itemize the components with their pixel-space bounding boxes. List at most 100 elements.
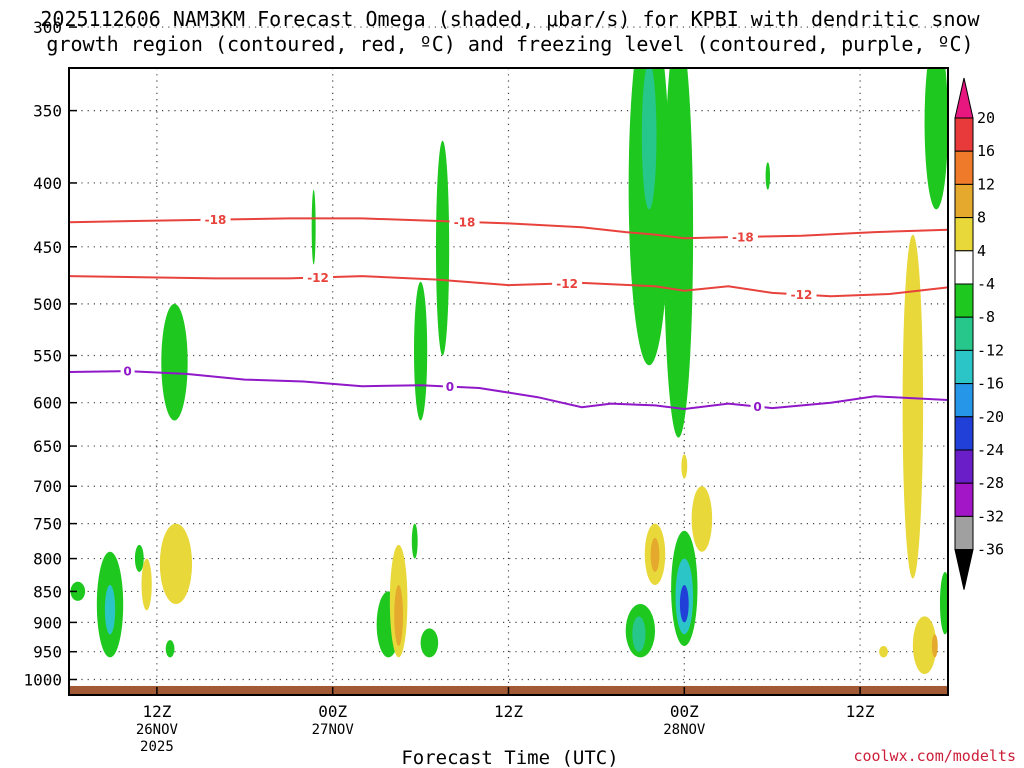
omega-region-33 [902, 234, 924, 579]
contour-label-bg--12-0 [303, 270, 334, 285]
y-tick-label-350: 350 [33, 102, 62, 121]
y-tick-label-300: 300 [33, 18, 62, 37]
omega-region-7 [663, 68, 694, 438]
colorbar-label-11: -28 [977, 474, 1004, 492]
chart-title-line-2: growth region (contoured, red, ºC) and f… [46, 32, 973, 56]
x-tick-label-18-0: 00Z [318, 702, 347, 721]
credit-link[interactable]: coolwx.com/modelts [853, 747, 1016, 765]
contour-label-0-2: 0 [753, 400, 761, 414]
omega-region-9 [765, 162, 771, 190]
omega-region-13 [134, 544, 144, 572]
colorbar-label-1: 16 [977, 142, 995, 160]
colorbar-segment-7 [954, 316, 974, 351]
y-tick-label-700: 700 [33, 477, 62, 496]
contour-label-bg--18-2 [727, 229, 758, 244]
colorbar-label-6: -8 [977, 308, 995, 326]
y-tick-label-900: 900 [33, 613, 62, 632]
contour-label-bg--18-0 [200, 212, 231, 227]
colorbar-segment-8 [954, 349, 974, 385]
y-tick-label-1000: 1000 [23, 671, 62, 690]
omega-region-1 [311, 189, 316, 265]
y-tick-label-850: 850 [33, 582, 62, 601]
omega-region-4 [414, 281, 428, 421]
colorbar-label-10: -24 [977, 441, 1004, 459]
colorbar-segment-3 [954, 183, 974, 219]
y-tick-label-400: 400 [33, 174, 62, 193]
x-tick-label-6-0: 12Z [142, 702, 171, 721]
omega-region-25 [159, 523, 193, 605]
y-tick-label-600: 600 [33, 394, 62, 413]
y-tick-label-800: 800 [33, 550, 62, 569]
contour-label-bg-0-1 [442, 379, 457, 394]
colorbar-label-4: 4 [977, 242, 986, 260]
omega-region-36 [879, 645, 888, 658]
y-tick-label-500: 500 [33, 295, 62, 314]
contour-label--18-1: -18 [454, 215, 476, 229]
y-tick-label-550: 550 [33, 347, 62, 366]
y-tick-label-750: 750 [33, 515, 62, 534]
colorbar-segment-12 [954, 482, 974, 517]
omega-region-6 [641, 68, 657, 210]
y-tick-label-450: 450 [33, 238, 62, 257]
omega-region-15 [165, 640, 175, 658]
colorbar-segment-5 [954, 250, 974, 285]
omega-region-14 [70, 581, 86, 601]
colorbar-segment-9 [954, 383, 974, 418]
x-tick-label-6-1: 26NOV [136, 722, 179, 738]
y-tick-label-950: 950 [33, 643, 62, 662]
x-tick-label-30-0: 12Z [494, 702, 523, 721]
contour-label--12-0: -12 [307, 271, 329, 285]
colorbar-label-13: -36 [977, 541, 1004, 559]
contour-label-bg-0-2 [750, 399, 765, 414]
contour-label-0-0: 0 [123, 365, 131, 379]
plot-gridlines [69, 26, 948, 695]
chart-title-line-1: 2025112606 NAM3KM Forecast Omega (shaded… [40, 7, 980, 31]
omega-region-18 [411, 523, 418, 559]
contour-line--18 [69, 217, 948, 240]
x-tick-label-42-1: 28NOV [663, 722, 706, 738]
x-tick-label-42-0: 00Z [670, 702, 699, 721]
omega-region-28 [394, 585, 404, 646]
colorbar-label-3: 8 [977, 209, 986, 227]
omega-region-35 [931, 634, 938, 658]
colorbar-segment-6 [954, 283, 974, 318]
x-tick-label-54-0: 12Z [846, 702, 875, 721]
contour-layer: -18 -18 -18 -12 -12 -12 0 0 0 [69, 212, 948, 414]
omega-region-23 [679, 585, 689, 623]
x-tick-label-6-2: 2025 [140, 739, 174, 755]
colorbar: 20 16 12 8 4 -4 -8 -12 -16 -20 -24 -28 -32 -36 [954, 77, 1004, 590]
y-tick-label-650: 650 [33, 437, 62, 456]
omega-region-17 [420, 628, 439, 658]
omega-region-32 [681, 454, 688, 479]
colorbar-label-8: -16 [977, 375, 1004, 393]
x-tick-label-18-1: 27NOV [312, 722, 355, 738]
colorbar-segment-2 [954, 150, 974, 185]
contour-label-0-1: 0 [446, 380, 454, 394]
y-axis: 2503003504004505005506006507007508008509… [23, 18, 77, 690]
omega-region-12 [104, 585, 116, 635]
colorbar-segment-11 [954, 449, 974, 484]
contour-line-0 [69, 370, 948, 411]
colorbar-label-7: -12 [977, 341, 1004, 359]
colorbar-label-9: -20 [977, 408, 1004, 426]
contour-label-bg--18-1 [449, 214, 480, 229]
contour-label--18-0: -18 [205, 213, 227, 227]
omega-shading-layer [70, 68, 948, 675]
contour-label-bg--12-1 [552, 276, 583, 291]
omega-region-20 [632, 616, 646, 652]
colorbar-segment-13 [954, 515, 974, 551]
contour-label--18-2: -18 [732, 230, 754, 244]
colorbar-label-2: 12 [977, 175, 995, 193]
contour-label-bg-0-0 [120, 364, 135, 379]
omega-region-3 [435, 140, 450, 356]
contour-label--12-2: -12 [791, 288, 813, 302]
omega-region-24 [939, 571, 948, 635]
omega-region-5 [628, 68, 670, 366]
omega-region-30 [650, 537, 660, 572]
x-axis-title: Forecast Time (UTC) [401, 747, 618, 768]
colorbar-top-arrow [954, 77, 974, 119]
colorbar-bottom-arrow [954, 549, 974, 590]
omega-region-2 [161, 303, 188, 421]
